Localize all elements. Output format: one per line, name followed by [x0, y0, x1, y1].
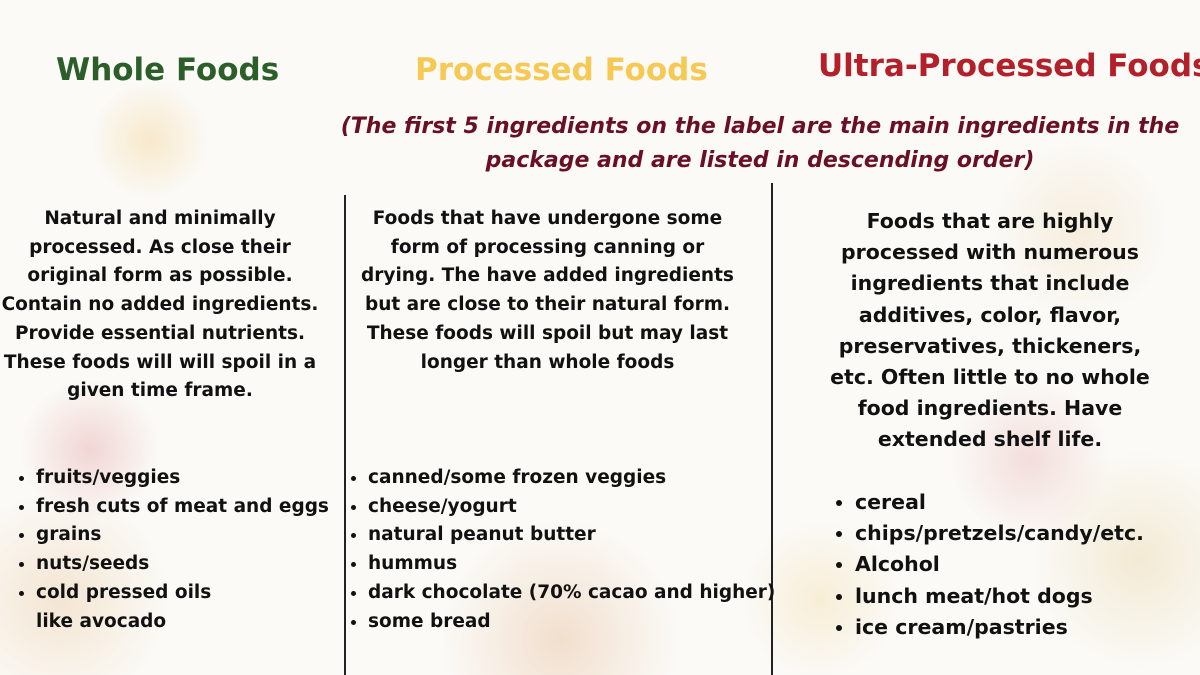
column-divider — [344, 195, 346, 675]
list-item: hummus — [368, 550, 788, 579]
whole-foods-title: Whole Foods — [56, 52, 280, 88]
list-item: fruits/veggies — [36, 464, 356, 493]
column-divider — [771, 183, 773, 675]
processed-foods-title: Processed Foods — [415, 52, 708, 88]
list-item: fresh cuts of meat and eggs — [36, 493, 356, 522]
list-item: dark chocolate (70% cacao and higher) — [368, 579, 788, 608]
list-item: Alcohol — [855, 549, 1144, 580]
list-item: grains — [36, 521, 356, 550]
list-item: nuts/seeds — [36, 550, 356, 579]
ingredients-note: (The first 5 ingredients on the label ar… — [340, 114, 1180, 173]
list-item: some bread — [368, 608, 788, 637]
whole-foods-description: Natural and minimally processed. As clos… — [1, 208, 319, 402]
list-item: ice cream/pastries — [855, 612, 1144, 643]
list-item: cereal — [855, 487, 1144, 518]
list-item: cheese/yogurt — [368, 493, 788, 522]
list-item: cold pressed oils like avocado — [36, 579, 236, 636]
ultra-processed-foods-title: Ultra-Processed Foods — [818, 48, 1200, 84]
processed-foods-description: Foods that have undergone some form of p… — [361, 208, 734, 373]
whole-foods-examples: fruits/veggies fresh cuts of meat and eg… — [16, 464, 356, 636]
ultra-processed-foods-examples: cereal chips/pretzels/candy/etc. Alcohol… — [835, 487, 1144, 643]
list-item: natural peanut butter — [368, 521, 788, 550]
ultra-processed-foods-description: Foods that are highly processed with num… — [830, 209, 1150, 452]
list-item: chips/pretzels/candy/etc. — [855, 518, 1144, 549]
list-item: canned/some frozen veggies — [368, 464, 788, 493]
processed-foods-examples: canned/some frozen veggies cheese/yogurt… — [348, 464, 788, 636]
list-item: lunch meat/hot dogs — [855, 581, 1144, 612]
